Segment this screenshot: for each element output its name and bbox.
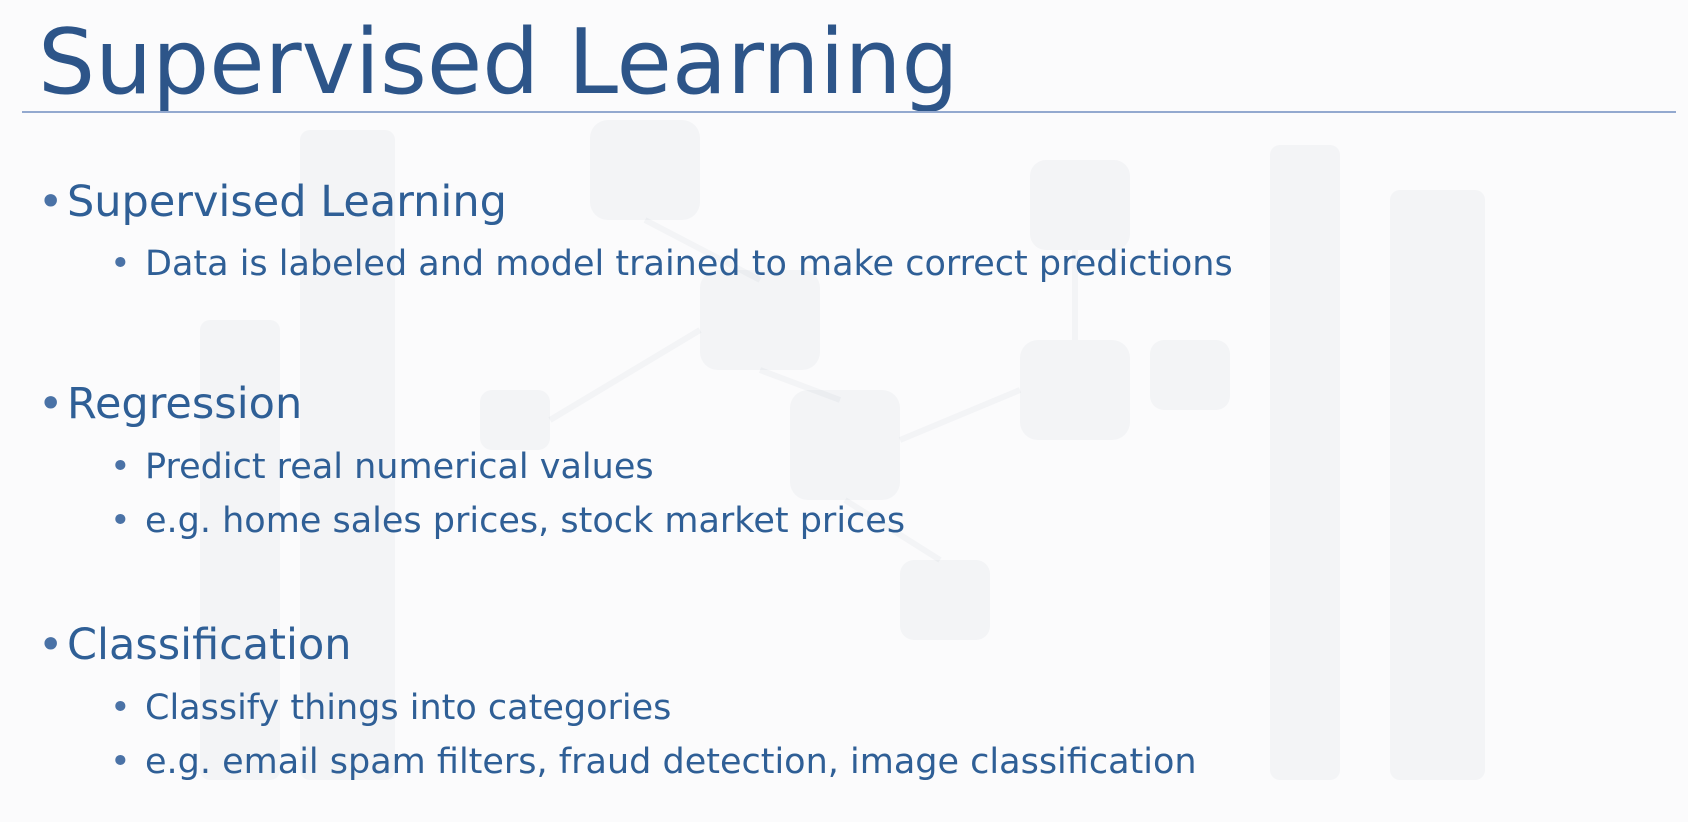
sub-bullet-classification-examples: • e.g. email spam filters, fraud detectio… — [110, 738, 1197, 786]
bullet-dot: • — [38, 177, 64, 227]
bullet-text: Supervised Learning — [67, 177, 507, 227]
sub-bullet-data-labeled: • Data is labeled and model trained to ma… — [110, 240, 1233, 288]
bullet-regression: •Regression — [38, 376, 302, 432]
bullet-text: e.g. email spam filters, fraud detection… — [145, 742, 1197, 782]
bullet-text: Classify things into categories — [145, 688, 672, 728]
bullet-text: Data is labeled and model trained to mak… — [145, 244, 1233, 284]
sub-bullet-regression-examples: • e.g. home sales prices, stock market pr… — [110, 497, 905, 545]
slide-title: Supervised Learning — [38, 10, 959, 115]
bullet-text: Predict real numerical values — [145, 447, 654, 487]
sub-bullet-classify-things: • Classify things into categories — [110, 684, 671, 732]
bullet-dot: • — [110, 447, 131, 487]
bullet-dot: • — [38, 379, 64, 429]
bullet-dot: • — [38, 620, 64, 670]
bullet-text: Classification — [67, 620, 352, 670]
bullet-text: Regression — [67, 379, 303, 429]
sub-bullet-predict-values: • Predict real numerical values — [110, 443, 654, 491]
bullet-text: e.g. home sales prices, stock market pri… — [145, 501, 906, 541]
bullet-dot: • — [110, 742, 131, 782]
bullet-dot: • — [110, 688, 131, 728]
bullet-dot: • — [110, 244, 131, 284]
title-divider — [22, 111, 1676, 113]
bullet-dot: • — [110, 501, 131, 541]
bullet-supervised-learning: •Supervised Learning — [38, 174, 507, 230]
bullet-classification: •Classification — [38, 617, 352, 673]
